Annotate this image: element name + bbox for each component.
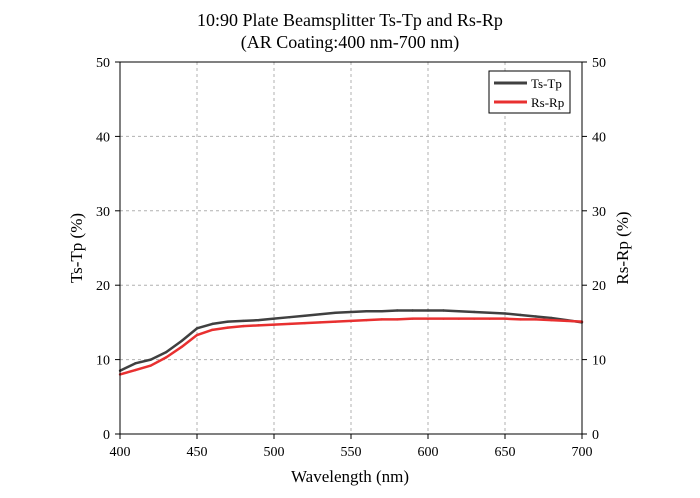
- y-tick-label-right: 30: [592, 205, 606, 220]
- y-tick-label-left: 10: [96, 354, 110, 369]
- y-tick-label-right: 10: [592, 354, 606, 369]
- data-point: [457, 317, 460, 320]
- y-tick-label-left: 0: [103, 428, 110, 443]
- data-point: [473, 310, 476, 314]
- y-tick-label-left: 40: [96, 130, 110, 145]
- data-point: [534, 318, 537, 321]
- data-point: [272, 317, 276, 320]
- data-point: [149, 364, 152, 367]
- tick-layer: [115, 61, 587, 439]
- data-point: [411, 309, 414, 312]
- grid-layer: [120, 62, 582, 434]
- x-tick-label: 450: [187, 445, 208, 460]
- data-point: [319, 321, 322, 324]
- data-point: [134, 362, 137, 365]
- data-point: [334, 311, 337, 314]
- y-tick-label-right: 0: [592, 428, 599, 443]
- chart-title: 10:90 Plate Beamsplitter Ts-Tp and Rs-Rp: [197, 10, 503, 30]
- data-point: [149, 358, 152, 361]
- data-point: [519, 313, 522, 317]
- data-point: [349, 310, 353, 314]
- data-point: [195, 327, 199, 330]
- data-point: [488, 311, 491, 314]
- legend-box: [488, 70, 571, 114]
- data-point: [380, 310, 383, 313]
- y-axis-title-left: Ts-Tp (%): [67, 213, 86, 283]
- data-point: [565, 319, 568, 323]
- data-point: [165, 350, 168, 354]
- data-point: [303, 321, 306, 325]
- y-tick-label-right: 20: [592, 279, 606, 294]
- data-point: [257, 324, 260, 327]
- series-layer: [118, 309, 584, 376]
- x-tick-label: 650: [495, 445, 516, 460]
- data-point: [349, 319, 353, 323]
- data-point: [365, 310, 368, 313]
- y-tick-label-left: 50: [96, 56, 110, 71]
- y-axis-title-right: Rs-Rp (%): [613, 211, 632, 284]
- data-point: [503, 312, 507, 315]
- data-point: [473, 317, 476, 320]
- data-point: [226, 326, 229, 329]
- data-point: [380, 318, 383, 321]
- data-point: [411, 317, 414, 320]
- data-point: [550, 318, 553, 322]
- data-point: [242, 324, 245, 328]
- data-point: [426, 317, 430, 320]
- y-tick-label-left: 30: [96, 205, 110, 220]
- data-point: [457, 310, 460, 313]
- data-point: [211, 322, 214, 326]
- data-point: [519, 318, 522, 321]
- data-point: [534, 315, 537, 318]
- data-point: [257, 318, 260, 322]
- data-point: [242, 319, 245, 323]
- x-tick-label: 700: [572, 445, 593, 460]
- data-point: [303, 314, 306, 317]
- data-point: [442, 309, 445, 312]
- legend-label-rs-rp: Rs-Rp: [531, 95, 564, 110]
- data-point: [365, 318, 368, 322]
- data-point: [426, 309, 430, 312]
- data-point: [180, 339, 183, 343]
- data-point: [488, 317, 491, 320]
- data-point: [442, 317, 445, 320]
- tick-label-layer: 400 450 500 550 600 650 700 0 0 10 10 20 20 30 30 40 40 5…: [96, 56, 606, 460]
- data-point: [550, 316, 553, 320]
- data-point: [180, 345, 183, 349]
- x-axis-title: Wavelength (nm): [291, 467, 409, 486]
- y-tick-label-left: 20: [96, 279, 110, 294]
- x-tick-label: 400: [110, 445, 131, 460]
- data-point: [396, 318, 399, 321]
- x-tick-label: 550: [341, 445, 362, 460]
- legend: Ts-Tp Rs-Rp: [488, 70, 571, 114]
- y-tick-label-right: 50: [592, 56, 606, 71]
- data-point: [288, 315, 291, 319]
- data-point: [226, 320, 229, 323]
- y-tick-label-right: 40: [592, 130, 606, 145]
- data-point: [165, 356, 168, 359]
- data-point: [288, 322, 291, 326]
- data-point: [503, 317, 507, 320]
- data-point: [195, 333, 199, 337]
- x-tick-label: 500: [264, 445, 285, 460]
- data-point: [334, 320, 337, 323]
- data-point: [134, 368, 137, 372]
- data-point: [319, 313, 322, 316]
- x-tick-label: 600: [418, 445, 439, 460]
- legend-label-ts-tp: Ts-Tp: [531, 76, 562, 91]
- data-point: [211, 328, 214, 332]
- chart-subtitle: (AR Coating:400 nm-700 nm): [241, 32, 460, 53]
- data-point: [272, 323, 276, 326]
- data-point: [396, 309, 399, 312]
